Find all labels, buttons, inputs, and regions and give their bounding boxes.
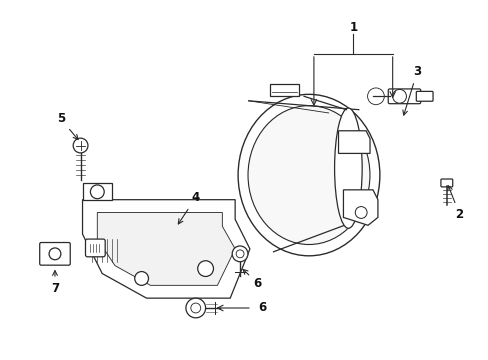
Polygon shape — [82, 200, 249, 298]
Circle shape — [355, 207, 366, 219]
Circle shape — [90, 185, 104, 199]
FancyBboxPatch shape — [85, 239, 105, 257]
Circle shape — [197, 261, 213, 276]
Circle shape — [49, 248, 61, 260]
FancyBboxPatch shape — [415, 91, 432, 101]
FancyBboxPatch shape — [440, 179, 452, 187]
Polygon shape — [97, 212, 235, 285]
Text: 1: 1 — [348, 21, 357, 34]
Circle shape — [135, 271, 148, 285]
Circle shape — [236, 250, 244, 258]
Circle shape — [367, 88, 384, 105]
Text: 6: 6 — [257, 301, 265, 315]
Text: 3: 3 — [402, 65, 421, 115]
Polygon shape — [82, 183, 112, 200]
Circle shape — [190, 303, 200, 313]
Circle shape — [370, 91, 380, 101]
FancyBboxPatch shape — [40, 243, 70, 265]
Text: 5: 5 — [57, 112, 78, 139]
Ellipse shape — [334, 108, 362, 228]
Text: 2: 2 — [447, 186, 463, 221]
Ellipse shape — [238, 94, 379, 256]
Text: 4: 4 — [178, 191, 200, 224]
Circle shape — [232, 246, 247, 262]
Ellipse shape — [247, 105, 369, 244]
Text: 6: 6 — [243, 269, 262, 290]
Polygon shape — [338, 131, 369, 153]
Polygon shape — [269, 85, 299, 96]
Text: 7: 7 — [51, 271, 59, 295]
Circle shape — [392, 89, 406, 103]
Polygon shape — [343, 190, 377, 225]
FancyBboxPatch shape — [387, 89, 420, 104]
Circle shape — [73, 138, 88, 153]
Circle shape — [185, 298, 205, 318]
